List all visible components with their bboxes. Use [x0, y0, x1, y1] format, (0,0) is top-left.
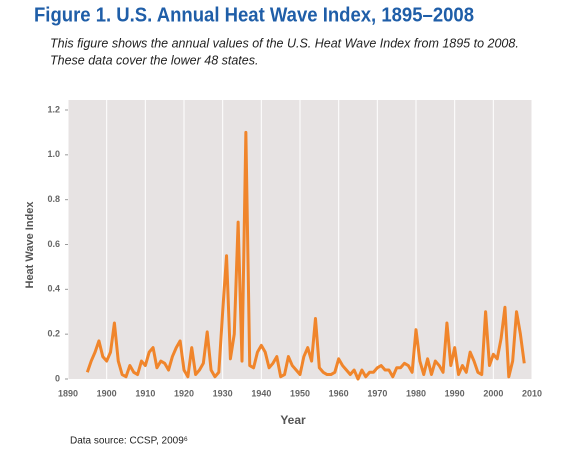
- x-tick-label: 2010: [522, 388, 542, 398]
- y-tick-label: 0.6: [47, 239, 60, 249]
- y-tick-label: 1.0: [47, 149, 60, 159]
- x-tick-label: 1990: [445, 388, 465, 398]
- x-tick-label: 1910: [135, 388, 155, 398]
- y-tick-label: 0.2: [47, 329, 60, 339]
- subtitle: This figure shows the annual values of t…: [50, 36, 519, 50]
- y-tick-label: 0.4: [47, 284, 60, 294]
- data-line: [85, 130, 526, 381]
- y-tick-label: 1.2: [47, 104, 60, 114]
- x-tick-label: 1900: [97, 388, 117, 398]
- y-tick-label: 0: [55, 373, 60, 383]
- x-tick-label: 1960: [329, 388, 349, 398]
- x-tick-label: 1940: [251, 388, 271, 398]
- x-tick-label: 1920: [174, 388, 194, 398]
- y-tick-label: 0.8: [47, 194, 60, 204]
- y-axis-label: Heat Wave Index: [24, 201, 36, 289]
- x-tick-label: 1980: [406, 388, 426, 398]
- source-note: Data source: CCSP, 2009⁶: [70, 436, 188, 447]
- x-axis-label: Year: [280, 413, 306, 427]
- x-tick-label: 2000: [483, 388, 503, 398]
- subtitle: These data cover the lower 48 states.: [50, 53, 258, 67]
- x-tick-label: 1890: [58, 388, 78, 398]
- chart-title: Figure 1. U.S. Annual Heat Wave Index, 1…: [34, 4, 474, 26]
- x-tick-label: 1970: [367, 388, 387, 398]
- x-tick-label: 1950: [290, 388, 310, 398]
- x-tick-label: 1930: [213, 388, 233, 398]
